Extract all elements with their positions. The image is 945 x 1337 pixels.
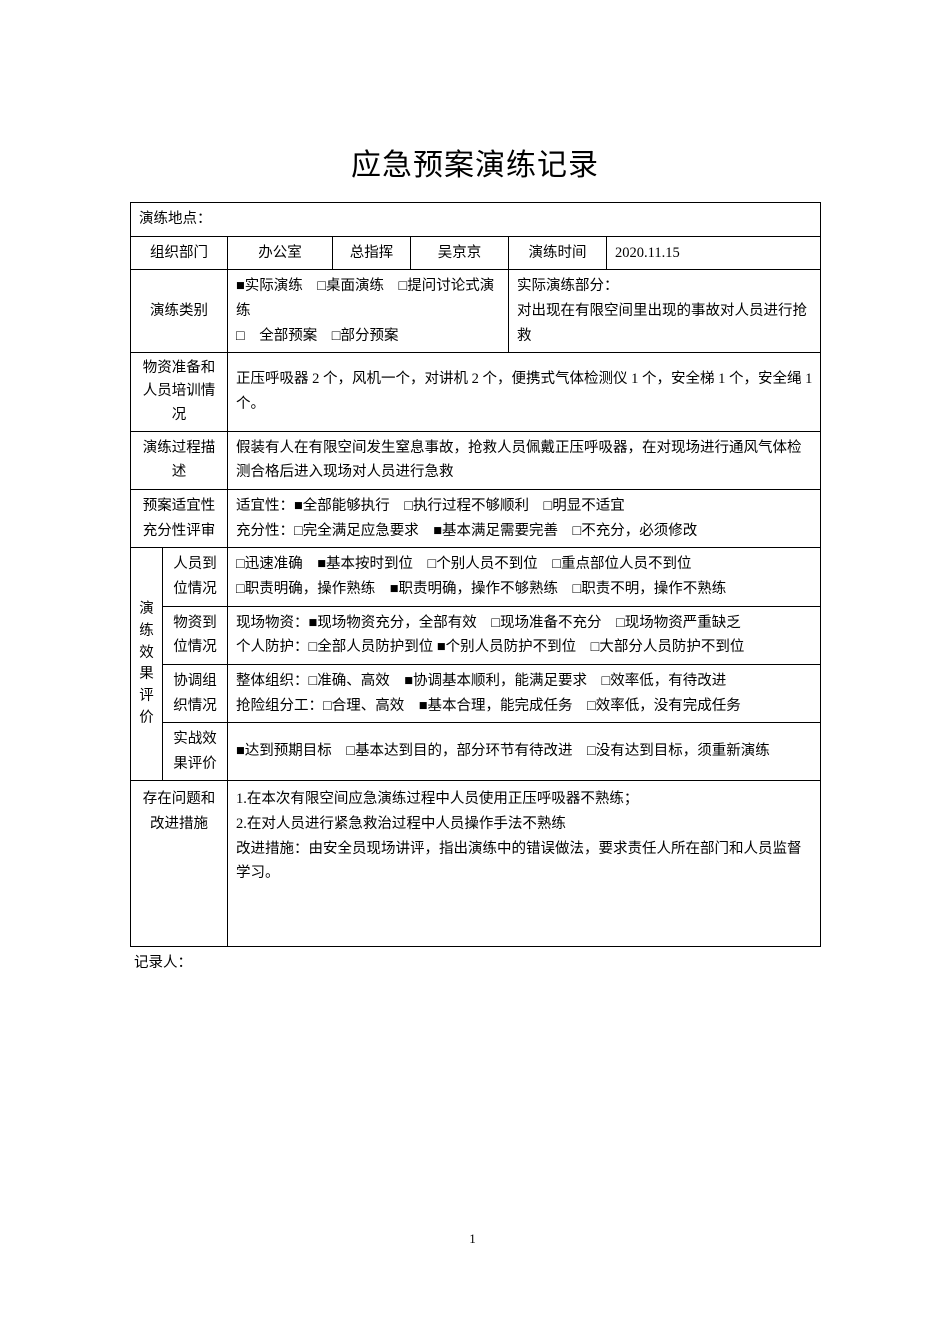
coord-line2: 抢险组分工：□合理、高效 ■基本合理，能完成任务 □效率低，没有完成任务 [236, 698, 741, 714]
location-row: 演练地点： [131, 203, 821, 237]
review-line1: 适宜性：■全部能够执行 □执行过程不够顺利 □明显不适宜 [236, 498, 625, 514]
personnel-label: 人员到位情况 [163, 548, 228, 606]
eval-group-label: 演练效果评价 [131, 548, 163, 781]
type-left: ■实际演练 □桌面演练 □提问讨论式演练 □ 全部预案 □部分预案 [228, 270, 509, 353]
time-value: 2020.11.15 [607, 236, 821, 270]
practical-value: ■达到预期目标 □基本达到目的，部分环节有待改进 □没有达到目标，须重新演练 [228, 723, 821, 781]
material-eval-label: 物资到位情况 [163, 606, 228, 664]
issues-value: 1.在本次有限空间应急演练过程中人员使用正压呼吸器不熟练； 2.在对人员进行紧急… [228, 781, 821, 947]
dept-label: 组织部门 [131, 236, 228, 270]
page-title: 应急预案演练记录 [130, 140, 820, 184]
drill-record-table: 演练地点： 组织部门 办公室 总指挥 吴京京 演练时间 2020.11.15 演… [130, 202, 821, 947]
dept-value: 办公室 [228, 236, 333, 270]
personnel-line1: □迅速准确 ■基本按时到位 □个别人员不到位 □重点部位人员不到位 [236, 556, 692, 572]
material-label: 物资准备和人员培训情况 [131, 353, 228, 432]
material-eval-line1: 现场物资：■现场物资充分，全部有效 □现场准备不充分 □现场物资严重缺乏 [236, 615, 741, 631]
commander-value: 吴京京 [411, 236, 509, 270]
issues-line2: 2.在对人员进行紧急救治过程中人员操作手法不熟练 [236, 816, 566, 832]
page-number: 1 [0, 1231, 945, 1247]
type-right: 实际演练部分： 对出现在有限空间里出现的事故对人员进行抢救 [509, 270, 821, 353]
material-eval-line2: 个人防护：□全部人员防护到位 ■个别人员防护不到位 □大部分人员防护不到位 [236, 639, 744, 655]
recorder-label: 记录人： [130, 951, 820, 972]
personnel-value: □迅速准确 ■基本按时到位 □个别人员不到位 □重点部位人员不到位 □职责明确，… [228, 548, 821, 606]
issues-label: 存在问题和改进措施 [131, 781, 228, 947]
issues-line1: 1.在本次有限空间应急演练过程中人员使用正压呼吸器不熟练； [236, 791, 638, 807]
coord-label: 协调组织情况 [163, 664, 228, 722]
review-label: 预案适宜性充分性评审 [131, 490, 228, 548]
coord-value: 整体组织：□准确、高效 ■协调基本顺利，能满足要求 □效率低，有待改进 抢险组分… [228, 664, 821, 722]
type-label: 演练类别 [131, 270, 228, 353]
coord-line1: 整体组织：□准确、高效 ■协调基本顺利，能满足要求 □效率低，有待改进 [236, 673, 726, 689]
process-value: 假装有人在有限空间发生窒息事故，抢救人员佩戴正压呼吸器，在对现场进行通风气体检测… [228, 431, 821, 489]
material-eval-value: 现场物资：■现场物资充分，全部有效 □现场准备不充分 □现场物资严重缺乏 个人防… [228, 606, 821, 664]
time-label: 演练时间 [509, 236, 607, 270]
process-label: 演练过程描述 [131, 431, 228, 489]
practical-label: 实战效果评价 [163, 723, 228, 781]
personnel-line2: □职责明确，操作熟练 ■职责明确，操作不够熟练 □职责不明，操作不熟练 [236, 581, 726, 597]
issues-line3: 改进措施：由安全员现场讲评，指出演练中的错误做法，要求责任人所在部门和人员监督学… [236, 841, 802, 882]
commander-label: 总指挥 [333, 236, 411, 270]
material-value: 正压呼吸器 2 个，风机一个，对讲机 2 个，便携式气体检测仪 1 个，安全梯 … [228, 353, 821, 432]
review-line2: 充分性：□完全满足应急要求 ■基本满足需要完善 □不充分，必须修改 [236, 523, 697, 539]
review-value: 适宜性：■全部能够执行 □执行过程不够顺利 □明显不适宜 充分性：□完全满足应急… [228, 490, 821, 548]
